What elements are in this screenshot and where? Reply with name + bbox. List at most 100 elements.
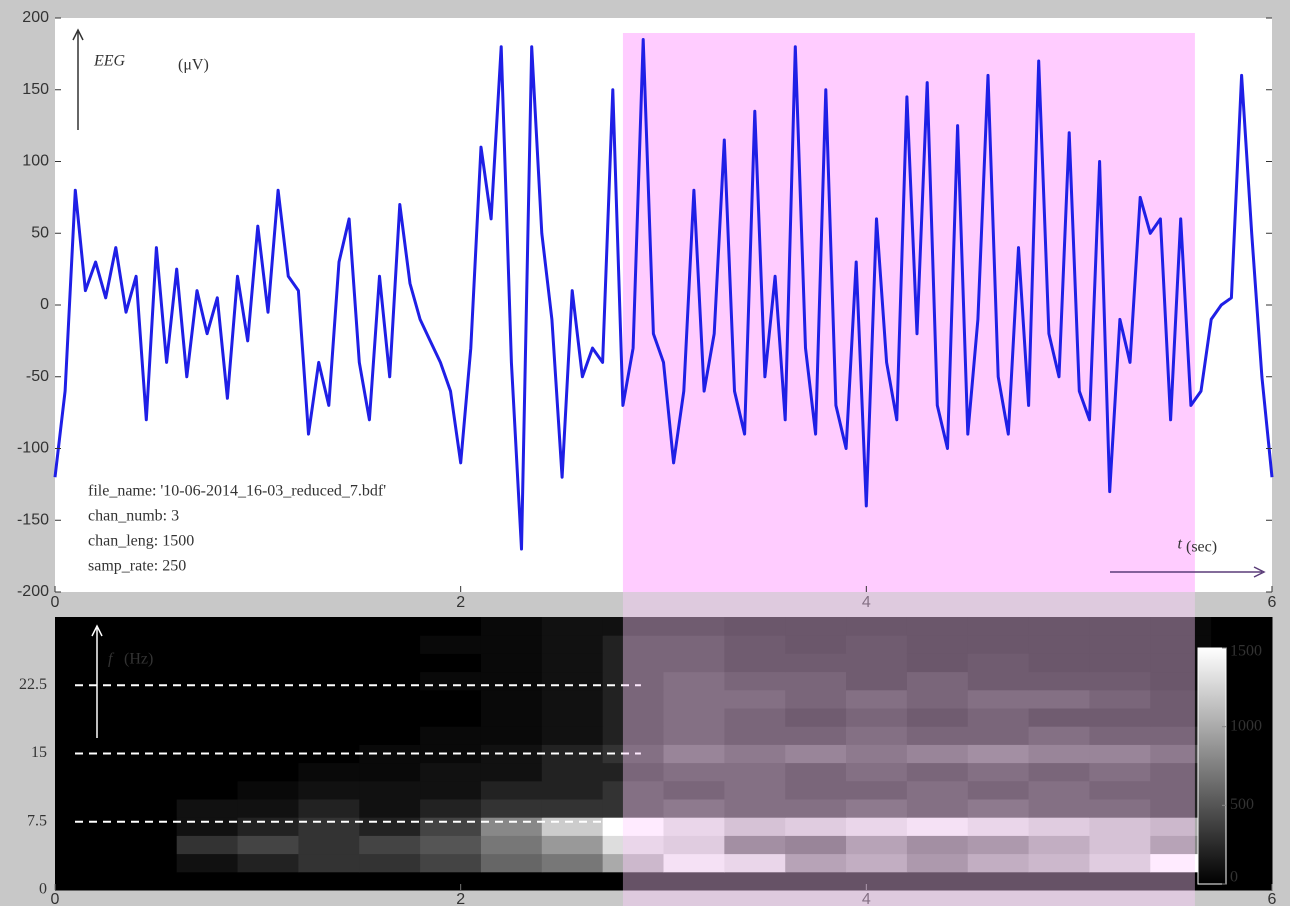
heat-cell: [967, 744, 1030, 764]
heat-cell: [176, 726, 239, 745]
heat-cell: [1150, 762, 1212, 782]
heat-cell: [541, 780, 604, 800]
heat-cell: [541, 653, 604, 673]
heat-cell: [602, 871, 664, 891]
heat-cell: [1028, 617, 1090, 636]
heat-cell: [420, 617, 482, 636]
heat-cell: [480, 653, 543, 673]
heat-cell: [359, 762, 421, 782]
heat-cell: [1089, 744, 1151, 764]
heat-cell: [663, 708, 725, 727]
heat-cell: [785, 762, 847, 782]
heat-cell: [1089, 689, 1151, 709]
heat-cell: [55, 744, 117, 764]
heat-cell: [967, 799, 1030, 818]
heat-cell: [359, 617, 421, 636]
heat-cell: [298, 780, 360, 800]
heat-cell: [724, 871, 786, 891]
heat-cell: [967, 689, 1030, 709]
heat-cell: [176, 835, 239, 855]
heat-cell: [846, 871, 908, 891]
heat-cell: [176, 708, 239, 727]
heat-cell: [176, 671, 239, 691]
heat-cell: [785, 653, 847, 673]
heat-cell: [1089, 635, 1151, 654]
heat-cell: [906, 671, 969, 691]
heat-cell: [480, 635, 543, 654]
heat-cell: [237, 653, 299, 673]
heat-cell: [663, 762, 725, 782]
heat-cell: [785, 780, 847, 800]
heat-cell: [724, 689, 786, 709]
heat-cell: [724, 835, 786, 855]
heat-cell: [785, 617, 847, 636]
heat-cell: [663, 835, 725, 855]
heat-cell: [55, 617, 117, 636]
heat-cell: [1150, 871, 1212, 891]
heat-cell: [541, 799, 604, 818]
heat-cell: [541, 835, 604, 855]
heat-cell: [420, 671, 482, 691]
heat-cell: [663, 871, 725, 891]
heat-cell: [724, 671, 786, 691]
heat-cell: [420, 762, 482, 782]
heat-cell: [541, 871, 604, 891]
heat-cell: [1150, 817, 1212, 836]
heat-cell: [420, 708, 482, 727]
y-tick-label: 150: [22, 81, 49, 98]
heat-cell: [359, 653, 421, 673]
x-tick-label: 6: [1268, 594, 1277, 611]
y-tick-label: -150: [17, 511, 49, 528]
heat-cell: [724, 744, 786, 764]
heat-cell: [237, 835, 299, 855]
heat-cell: [541, 617, 604, 636]
y-arrow-head: [72, 28, 84, 41]
heat-cell: [785, 708, 847, 727]
heat-cell: [480, 853, 543, 873]
heat-cell: [420, 871, 482, 891]
heat-cell: [480, 689, 543, 709]
heat-cell: [115, 835, 178, 855]
heat-cell: [724, 853, 786, 873]
heat-cell: [663, 817, 725, 836]
heat-cell: [906, 762, 969, 782]
heat-cell: [1028, 780, 1090, 800]
x-arrow-head: [1253, 566, 1266, 578]
info-line: file_name: '10-06-2014_16-03_reduced_7.b…: [88, 483, 386, 500]
heat-cell: [602, 689, 664, 709]
heat-cell: [967, 835, 1030, 855]
heat-cell: [663, 744, 725, 764]
colorbar-label: 1000: [1230, 717, 1262, 734]
y-tick-label: 100: [22, 153, 49, 170]
heat-cell: [55, 762, 117, 782]
heat-cell: [176, 853, 239, 873]
heat-cell: [1028, 726, 1090, 745]
heat-cell: [906, 780, 969, 800]
heat-cell: [785, 744, 847, 764]
heat-cell: [298, 671, 360, 691]
heat-cell: [663, 799, 725, 818]
heat-cell: [237, 762, 299, 782]
heat-cell: [176, 762, 239, 782]
heat-cell: [967, 726, 1030, 745]
heat-cell: [1150, 853, 1212, 873]
heat-cell: [846, 799, 908, 818]
heat-cell: [298, 617, 360, 636]
heat-cell: [1150, 689, 1212, 709]
heat-cell: [846, 744, 908, 764]
heat-cell: [602, 817, 664, 836]
heat-cell: [1150, 635, 1212, 654]
heat-cell: [298, 817, 360, 836]
heat-cell: [480, 799, 543, 818]
heat-cell: [55, 853, 117, 873]
heat-cell: [237, 726, 299, 745]
y-tick-label: 7.5: [27, 812, 47, 829]
heat-cell: [846, 635, 908, 654]
y-tick-label: -100: [17, 440, 49, 457]
heat-cell: [602, 762, 664, 782]
heat-cell: [115, 799, 178, 818]
heat-cell: [724, 708, 786, 727]
heat-cell: [541, 708, 604, 727]
heat-cell: [602, 799, 664, 818]
